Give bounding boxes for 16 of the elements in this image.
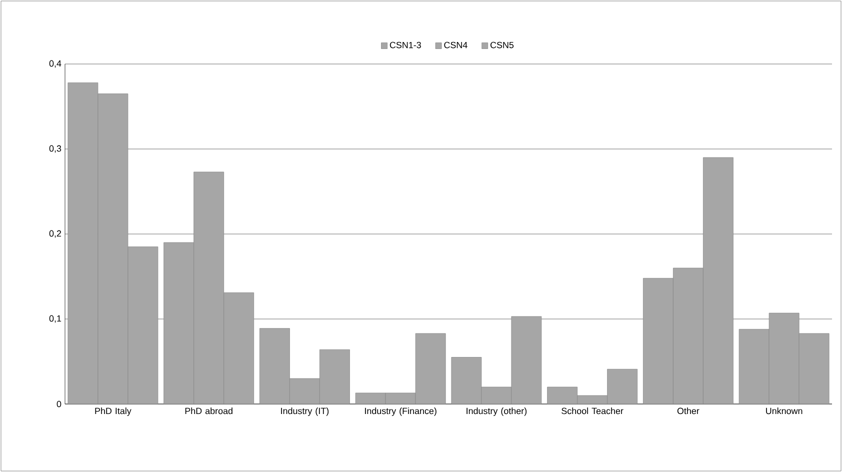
y-tick-label: 0 <box>56 400 62 408</box>
x-tick-label: Industry (IT) <box>281 408 329 416</box>
legend-label: CSN4 <box>444 42 468 48</box>
y-tick-label: 0,2 <box>49 230 62 238</box>
x-tick-label: Industry (Finance) <box>365 408 436 416</box>
x-tick-label: Unknown <box>766 408 802 414</box>
x-tick-label: Other <box>677 408 700 414</box>
legend-label: CSN1-3 <box>390 42 421 48</box>
legend-label: CSN5 <box>490 42 514 48</box>
x-tick-label: PhD Italy <box>95 408 132 416</box>
y-tick-label: 0,3 <box>49 145 62 153</box>
x-tick-label: School Teacher <box>562 408 624 414</box>
x-tick-label: PhD abroad <box>185 408 232 414</box>
y-tick-label: 0,4 <box>49 60 62 68</box>
y-tick-label: 0,1 <box>49 315 62 323</box>
x-tick-label: Industry (other) <box>466 408 527 416</box>
